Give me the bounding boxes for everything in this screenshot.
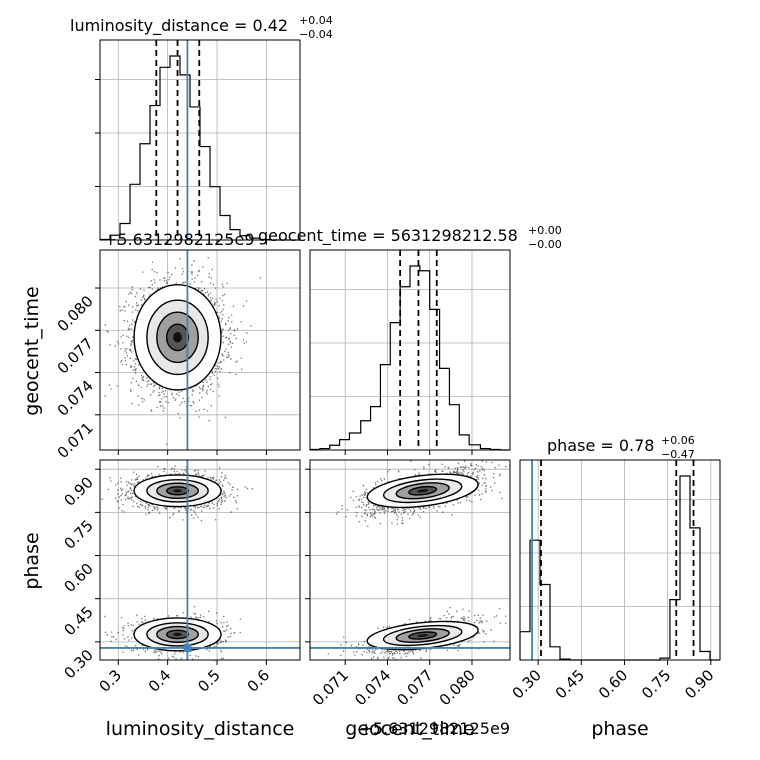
title-luminosity-distance-sup: +0.04 (299, 14, 333, 27)
offset-text-x-geocent-time: +5.6312982125e9 (360, 719, 511, 738)
ytick-label-phase-1: 0.45 (60, 603, 96, 639)
title-phase-sub: −0.47 (661, 448, 695, 461)
contour-phase-vs-luminosity-distance-0-4 (173, 489, 182, 493)
ytick-label-geocent-time-1: 0.074 (54, 377, 97, 420)
title-luminosity-distance: luminosity_distance = 0.42 +0.04 −0.04 (70, 14, 333, 41)
frame-hist-phase (519, 459, 721, 661)
xtick-label-geocent-time-3: 0.080 (436, 666, 479, 709)
ytick-label-phase-3: 0.75 (60, 516, 96, 552)
xtick-label-luminosity-distance-0: 0.3 (96, 666, 126, 696)
frame-phase-vs-geocent-time (309, 459, 511, 661)
xtick-label-geocent-time-2: 0.077 (393, 666, 436, 709)
title-geocent-time-sup: +0.00 (528, 224, 562, 237)
xtick-label-phase-0: 0.30 (509, 666, 545, 702)
ytick-label-phase-4: 0.90 (60, 473, 96, 509)
ytick-label-geocent-time-3: 0.080 (54, 292, 97, 335)
y-axis-label-phase: phase (21, 532, 43, 589)
xtick-label-geocent-time-1: 0.074 (351, 666, 394, 709)
xtick-label-luminosity-distance-1: 0.4 (145, 666, 175, 696)
hist-luminosity-distance (99, 55, 300, 241)
xtick-label-phase-2: 0.60 (595, 666, 631, 702)
frame-geocent-time-vs-luminosity-distance (99, 249, 301, 451)
ytick-label-phase-2: 0.60 (60, 560, 96, 596)
hist-geocent-time (309, 265, 510, 451)
xtick-label-phase-4: 0.90 (681, 666, 717, 702)
title-geocent-time: geocent_time = 5631298212.58 +0.00 −0.00 (258, 224, 562, 251)
title-geocent-time-sub: −0.00 (528, 238, 562, 251)
contour-phase-vs-geocent-time-0-4 (417, 489, 429, 493)
title-luminosity-distance-sub: −0.04 (299, 28, 333, 41)
title-phase: phase = 0.78 +0.06 −0.47 (547, 434, 695, 461)
xtick-label-geocent-time-0: 0.071 (309, 666, 352, 709)
frame-hist-luminosity-distance (99, 39, 301, 241)
x-axis-label-geocent-time: geocent_time (345, 718, 474, 740)
hist-phase (519, 475, 720, 661)
xtick-label-luminosity-distance-2: 0.5 (194, 666, 224, 696)
xtick-label-phase-1: 0.45 (552, 666, 588, 702)
contour-geocent-time-vs-luminosity-distance-0-4 (173, 332, 182, 343)
ytick-label-phase-0: 0.30 (60, 646, 96, 682)
ytick-label-geocent-time-0: 0.071 (54, 419, 97, 462)
contour-phase-vs-luminosity-distance-1-4 (173, 632, 182, 637)
contour-phase-vs-geocent-time-1-4 (417, 634, 429, 637)
title-phase-text: phase = 0.78 (547, 436, 654, 455)
frame-phase-vs-luminosity-distance (99, 459, 301, 661)
x-axis-label-phase: phase (591, 718, 648, 740)
grid-hist-phase (520, 460, 720, 660)
offset-text-y-geocent-time: +5.6312982125e9 (104, 230, 255, 249)
title-phase-sup: +0.06 (661, 434, 695, 447)
title-luminosity-distance-text: luminosity_distance = 0.42 (70, 16, 288, 36)
grid-hist-geocent-time (310, 250, 510, 450)
title-geocent-time-text: geocent_time = 5631298212.58 (258, 226, 518, 246)
xtick-label-phase-3: 0.75 (638, 666, 674, 702)
frame-hist-geocent-time (309, 249, 511, 451)
x-axis-label-luminosity-distance: luminosity_distance (106, 718, 295, 740)
svg-text:luminosity_distance = 0.42: luminosity_distance = 0.42 (70, 16, 288, 36)
y-axis-label-geocent-time: geocent_time (21, 286, 43, 415)
injection-point-phase-vs-luminosity-distance (183, 643, 192, 652)
xtick-label-luminosity-distance-3: 0.6 (244, 666, 274, 696)
ytick-label-geocent-time-2: 0.077 (54, 334, 97, 377)
